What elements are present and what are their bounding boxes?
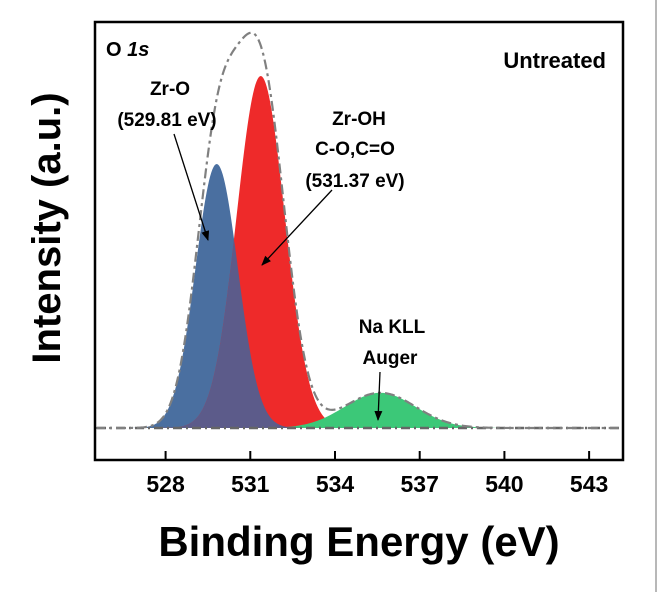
panel-label: O 1s bbox=[106, 39, 149, 61]
plot-frame bbox=[93, 20, 625, 462]
annotation-zr-oh-arrow bbox=[261, 189, 333, 266]
x-tick-label-528: 528 bbox=[146, 471, 185, 497]
x-tick-label-534: 534 bbox=[316, 471, 355, 497]
annotation-zr-o-line-1: Zr-O bbox=[150, 79, 190, 100]
x-tick-label-531: 531 bbox=[231, 471, 270, 497]
x-tick-label-540: 540 bbox=[485, 471, 523, 497]
peak-zr-o bbox=[95, 164, 623, 428]
y-axis-title: Intensity (a.u.) bbox=[25, 92, 69, 363]
x-axis-title: Binding Energy (eV) bbox=[158, 518, 559, 565]
x-tick-label-537: 537 bbox=[401, 471, 439, 497]
peak-overlap-zr-o-zr-oh bbox=[95, 239, 623, 428]
annotation-zr-o-arrow bbox=[173, 133, 210, 241]
annotation-na-kll-line-2: Auger bbox=[363, 348, 419, 369]
annotation-zr-oh: Zr-OH C-O,C=O (531.37 eV) bbox=[261, 109, 405, 266]
x-tick-label-543: 543 bbox=[570, 471, 608, 497]
annotation-na-kll: Na KLL Auger bbox=[359, 317, 426, 421]
envelope-curve bbox=[95, 31, 623, 430]
x-axis-ticks: 528 531 534 537 540 543 bbox=[146, 451, 608, 497]
annotation-zr-oh-line-2: C-O,C=O bbox=[315, 139, 395, 160]
plot-area bbox=[95, 31, 623, 430]
condition-label: Untreated bbox=[503, 48, 606, 73]
annotation-zr-oh-line-1: Zr-OH bbox=[332, 109, 386, 130]
right-edge-divider bbox=[655, 0, 657, 592]
peak-na-kll-auger bbox=[95, 392, 623, 428]
annotation-zr-o: Zr-O (529.81 eV) bbox=[117, 79, 217, 241]
annotation-na-kll-arrow bbox=[374, 371, 383, 421]
annotation-zr-o-line-2: (529.81 eV) bbox=[117, 110, 216, 131]
annotation-zr-oh-line-3: (531.37 eV) bbox=[305, 171, 404, 192]
annotation-na-kll-line-1: Na KLL bbox=[359, 317, 426, 338]
